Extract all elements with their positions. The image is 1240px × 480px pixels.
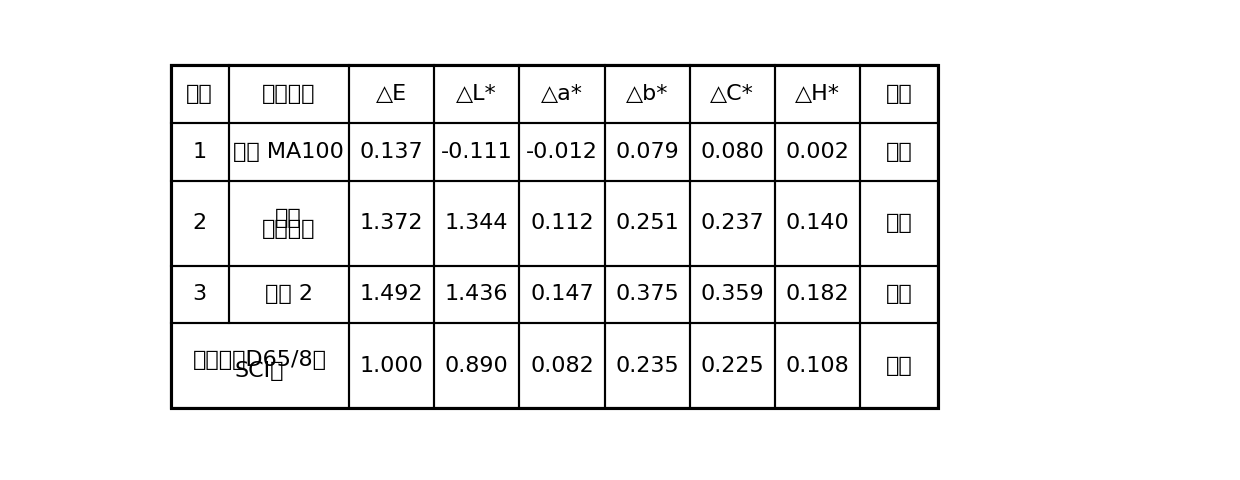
Text: 不良: 不良 <box>885 213 913 233</box>
Bar <box>171 265 228 323</box>
Text: 试样名称: 试样名称 <box>262 84 315 104</box>
Text: 2: 2 <box>192 213 207 233</box>
Text: 1.372: 1.372 <box>360 213 423 233</box>
Bar <box>520 265 605 323</box>
Text: 1.000: 1.000 <box>360 356 423 375</box>
Text: △H*: △H* <box>795 84 841 104</box>
Bar <box>605 323 689 408</box>
Text: 0.080: 0.080 <box>701 142 764 162</box>
Text: 0.112: 0.112 <box>529 213 594 233</box>
Text: 高色素黑: 高色素黑 <box>262 219 315 239</box>
Text: 0.890: 0.890 <box>445 356 508 375</box>
Bar <box>228 181 348 265</box>
Text: △C*: △C* <box>711 84 754 104</box>
Text: 1.344: 1.344 <box>445 213 508 233</box>
Bar <box>775 123 861 181</box>
Text: 炭黑 MA100: 炭黑 MA100 <box>233 142 345 162</box>
Bar <box>171 323 348 408</box>
Bar <box>228 123 348 181</box>
Text: 0.182: 0.182 <box>786 284 849 304</box>
Bar <box>348 123 434 181</box>
Text: 0.140: 0.140 <box>786 213 849 233</box>
Bar <box>434 265 520 323</box>
Bar <box>348 181 434 265</box>
Bar <box>434 323 520 408</box>
Bar <box>171 65 228 123</box>
Bar <box>348 265 434 323</box>
Text: 3: 3 <box>192 284 207 304</box>
Bar <box>861 123 937 181</box>
Bar <box>861 265 937 323</box>
Bar <box>605 123 689 181</box>
Text: 序号: 序号 <box>186 84 213 104</box>
Text: 0.108: 0.108 <box>786 356 849 375</box>
Text: 0.237: 0.237 <box>701 213 764 233</box>
Text: △E: △E <box>376 84 407 104</box>
Bar <box>228 265 348 323</box>
Text: 0.235: 0.235 <box>615 356 680 375</box>
Bar <box>775 323 861 408</box>
Text: △L*: △L* <box>456 84 497 104</box>
Bar <box>605 65 689 123</box>
Bar <box>775 265 861 323</box>
Text: 0.225: 0.225 <box>701 356 764 375</box>
Text: △a*: △a* <box>541 84 583 104</box>
Text: 0.137: 0.137 <box>360 142 423 162</box>
Text: 0.082: 0.082 <box>529 356 594 375</box>
Bar <box>861 181 937 265</box>
Text: 不良: 不良 <box>885 356 913 375</box>
Bar <box>434 65 520 123</box>
Bar <box>171 181 228 265</box>
Bar <box>689 65 775 123</box>
Text: 0.147: 0.147 <box>529 284 594 304</box>
Bar <box>689 265 775 323</box>
Text: 炭黑: 炭黑 <box>275 208 303 228</box>
Text: 1: 1 <box>192 142 207 162</box>
Text: 合格: 合格 <box>885 142 913 162</box>
Text: 1.492: 1.492 <box>360 284 423 304</box>
Bar <box>861 323 937 408</box>
Bar <box>348 65 434 123</box>
Text: 0.002: 0.002 <box>786 142 849 162</box>
Bar <box>520 65 605 123</box>
Bar <box>434 181 520 265</box>
Bar <box>689 123 775 181</box>
Bar <box>228 65 348 123</box>
Text: 0.375: 0.375 <box>615 284 680 304</box>
Text: 0.251: 0.251 <box>615 213 680 233</box>
Text: 不良: 不良 <box>885 284 913 304</box>
Text: 0.359: 0.359 <box>701 284 764 304</box>
Bar <box>861 65 937 123</box>
Text: 结论: 结论 <box>885 84 913 104</box>
Bar <box>520 123 605 181</box>
Bar <box>775 181 861 265</box>
Text: 0.079: 0.079 <box>615 142 680 162</box>
Bar <box>434 123 520 181</box>
Bar <box>520 181 605 265</box>
Text: 1.436: 1.436 <box>445 284 508 304</box>
Bar <box>689 181 775 265</box>
Bar <box>605 265 689 323</box>
Text: 平均值（D65/8，: 平均值（D65/8， <box>192 350 326 370</box>
Bar <box>775 65 861 123</box>
Bar <box>605 181 689 265</box>
Text: 炭黑 2: 炭黑 2 <box>264 284 312 304</box>
Bar <box>171 65 937 408</box>
Text: -0.012: -0.012 <box>526 142 598 162</box>
Bar <box>171 123 228 181</box>
Text: SCI）: SCI） <box>234 361 284 381</box>
Bar <box>689 323 775 408</box>
Bar <box>520 323 605 408</box>
Text: △b*: △b* <box>626 84 668 104</box>
Text: -0.111: -0.111 <box>440 142 512 162</box>
Bar <box>348 323 434 408</box>
